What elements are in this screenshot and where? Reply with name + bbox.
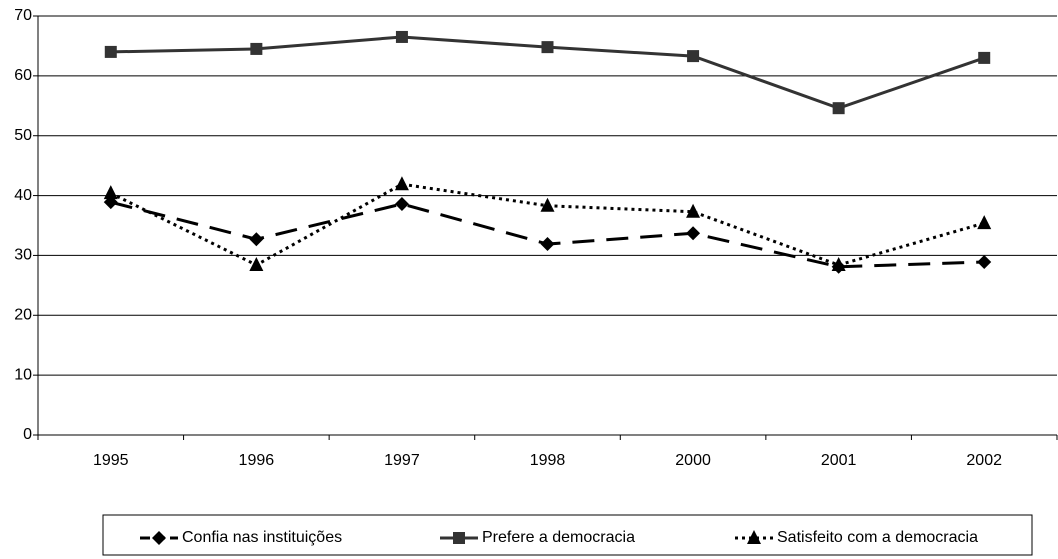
marker [687, 50, 700, 63]
x-tick-label: 2002 [966, 452, 1002, 469]
series-line [110, 182, 985, 267]
marker [686, 203, 701, 218]
marker [104, 45, 117, 58]
x-tick-label: 2001 [821, 452, 857, 469]
series-line [110, 200, 985, 269]
marker [540, 237, 555, 252]
marker [977, 215, 992, 230]
x-tick-label: 2000 [675, 452, 711, 469]
marker [395, 30, 408, 43]
legend-label: Satisfeito com a democracia [777, 529, 978, 546]
y-tick-label: 10 [14, 366, 32, 383]
y-tick-label: 60 [14, 67, 32, 84]
marker [541, 41, 554, 54]
marker [249, 257, 264, 272]
marker [249, 232, 264, 247]
x-tick-label: 1996 [239, 452, 275, 469]
y-tick-label: 50 [14, 127, 32, 144]
legend-label: Confia nas instituições [182, 529, 342, 546]
marker [831, 257, 846, 272]
marker [394, 196, 409, 211]
marker [540, 197, 555, 212]
marker [394, 176, 409, 191]
marker [747, 530, 761, 544]
legend-box [102, 514, 1033, 556]
legend-label: Prefere a democracia [482, 529, 635, 546]
x-tick-label: 1998 [530, 452, 566, 469]
y-tick-label: 0 [23, 426, 32, 443]
y-tick-label: 40 [14, 187, 32, 204]
marker [978, 51, 991, 64]
y-tick-label: 30 [14, 247, 32, 264]
marker [686, 226, 701, 241]
x-tick-label: 1995 [93, 452, 129, 469]
marker [152, 531, 166, 545]
marker [977, 255, 992, 270]
y-tick-label: 70 [14, 7, 32, 24]
marker [832, 102, 845, 115]
y-tick-label: 20 [14, 307, 32, 324]
marker [103, 185, 118, 200]
x-tick-label: 1997 [384, 452, 420, 469]
marker [453, 532, 465, 544]
marker [250, 42, 263, 55]
